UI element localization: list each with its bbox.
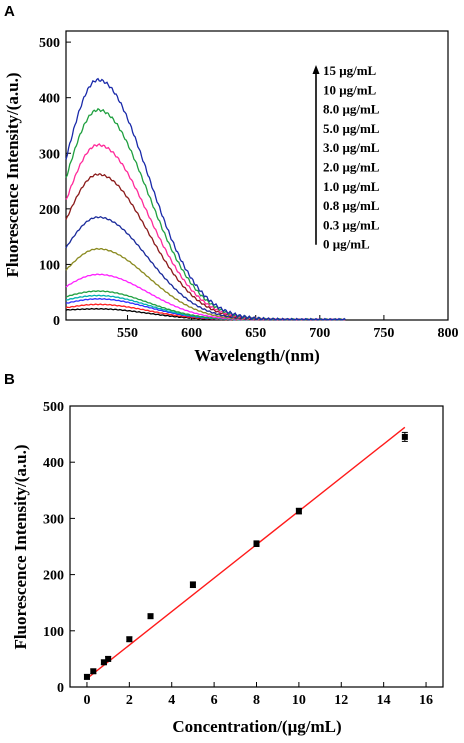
panel-a-legend-label: 5.0 μg/mL [323, 121, 380, 136]
panel-b-x-ticks: 0 2 4 6 8 10 12 14 16 [83, 682, 433, 708]
panel-a-legend-label: 0.8 μg/mL [323, 198, 380, 213]
panel-a-spectrum-line [65, 173, 346, 321]
panel-b-data-point [83, 673, 90, 680]
panel-b-y-tick-label: 200 [43, 569, 64, 584]
panel-a-legend: 15 μg/mL 10 μg/mL 8.0 μg/mL 5.0 μg/mL 3.0 μg… [312, 63, 380, 252]
panel-b-data-point [126, 636, 133, 643]
panel-a-legend-label: 0 μg/mL [323, 237, 370, 252]
panel-a-legend-label: 10 μg/mL [323, 82, 377, 97]
panel-a-y-tick-label: 100 [39, 258, 60, 273]
panel-a-x-tick-label: 650 [245, 326, 266, 341]
panel-a-spectrum-line [65, 143, 346, 321]
panel-b-y-tick-label: 100 [43, 625, 64, 640]
panel-a-spectrum-line [65, 107, 346, 321]
panel-a-y-tick-label: 200 [39, 203, 60, 218]
panel-b-label: B [4, 371, 15, 388]
panel-a-y-axis-title: Fluorescence Intensity/(a.u.) [3, 72, 22, 277]
panel-b-x-tick-label: 10 [292, 693, 306, 708]
panel-a-y-tick-label: 500 [39, 36, 60, 51]
panel-a-spectrum-line [65, 77, 346, 321]
panel-b-points [83, 431, 408, 680]
panel-b-x-axis-title: Concentration/(μg/mL) [172, 717, 341, 736]
panel-a-x-tick-label: 700 [309, 326, 330, 341]
panel-a-y-tick-label: 300 [39, 147, 60, 162]
panel-b-x-tick-label: 2 [126, 693, 133, 708]
panel-b-fit-line [86, 426, 406, 680]
panel-b-data-point [189, 581, 196, 588]
panel-a-legend-arrowhead [312, 65, 320, 74]
panel-b-y-tick-label: 0 [57, 681, 64, 696]
panel-b-x-tick-label: 4 [168, 693, 175, 708]
panel-a-x-tick-label: 800 [438, 326, 459, 341]
panel-b-data-point [100, 659, 107, 666]
panel-b-x-tick-label: 16 [419, 693, 433, 708]
panel-a-y-ticks: 0 100 200 300 400 500 [39, 36, 71, 329]
panel-b-data-point [147, 613, 154, 620]
panel-b-x-tick-label: 0 [83, 693, 90, 708]
panel-a-x-tick-label: 600 [181, 326, 202, 341]
panel-a-legend-label: 1.0 μg/mL [323, 179, 380, 194]
panel-a: A 0 100 200 300 400 500 550 600 650 700 750 800 15… [3, 3, 459, 365]
panel-a-x-tick-label: 750 [373, 326, 394, 341]
panel-a-legend-label: 8.0 μg/mL [323, 102, 380, 117]
panel-a-plot-frame [65, 30, 449, 321]
panel-b-y-axis-title: Fluorescence Intensity/(a.u.) [11, 444, 30, 649]
panel-b-data-point [90, 668, 97, 675]
panel-b-data-point [295, 508, 302, 515]
panel-a-x-tick-label: 550 [117, 326, 138, 341]
panel-a-y-tick-label: 0 [53, 314, 60, 329]
panel-b-data-point [253, 540, 260, 547]
panel-b-x-tick-label: 8 [253, 693, 260, 708]
panel-b: B 0 100 200 300 400 500 0 2 4 6 8 10 12 14 16 Concent… [4, 371, 444, 736]
panel-a-label: A [4, 3, 15, 20]
panel-b-y-tick-label: 500 [43, 400, 64, 415]
panel-b-data-point [105, 655, 112, 662]
panel-b-y-ticks: 0 100 200 300 400 500 [43, 400, 75, 696]
panel-b-y-tick-label: 300 [43, 512, 64, 527]
panel-a-curves [65, 77, 346, 321]
panel-a-x-axis-title: Wavelength/(nm) [194, 346, 320, 365]
panel-b-data-point [401, 433, 408, 440]
panel-b-fit-line-group [86, 426, 406, 680]
panel-a-legend-label: 0.3 μg/mL [323, 217, 380, 232]
panel-b-y-tick-label: 400 [43, 456, 64, 471]
panel-a-legend-label: 15 μg/mL [323, 63, 377, 78]
panel-a-y-tick-label: 400 [39, 92, 60, 107]
panel-a-legend-label: 3.0 μg/mL [323, 140, 380, 155]
panel-a-legend-label: 2.0 μg/mL [323, 160, 380, 175]
panel-b-x-tick-label: 6 [211, 693, 218, 708]
panel-b-x-tick-label: 14 [377, 693, 391, 708]
panel-b-x-tick-label: 12 [334, 693, 348, 708]
